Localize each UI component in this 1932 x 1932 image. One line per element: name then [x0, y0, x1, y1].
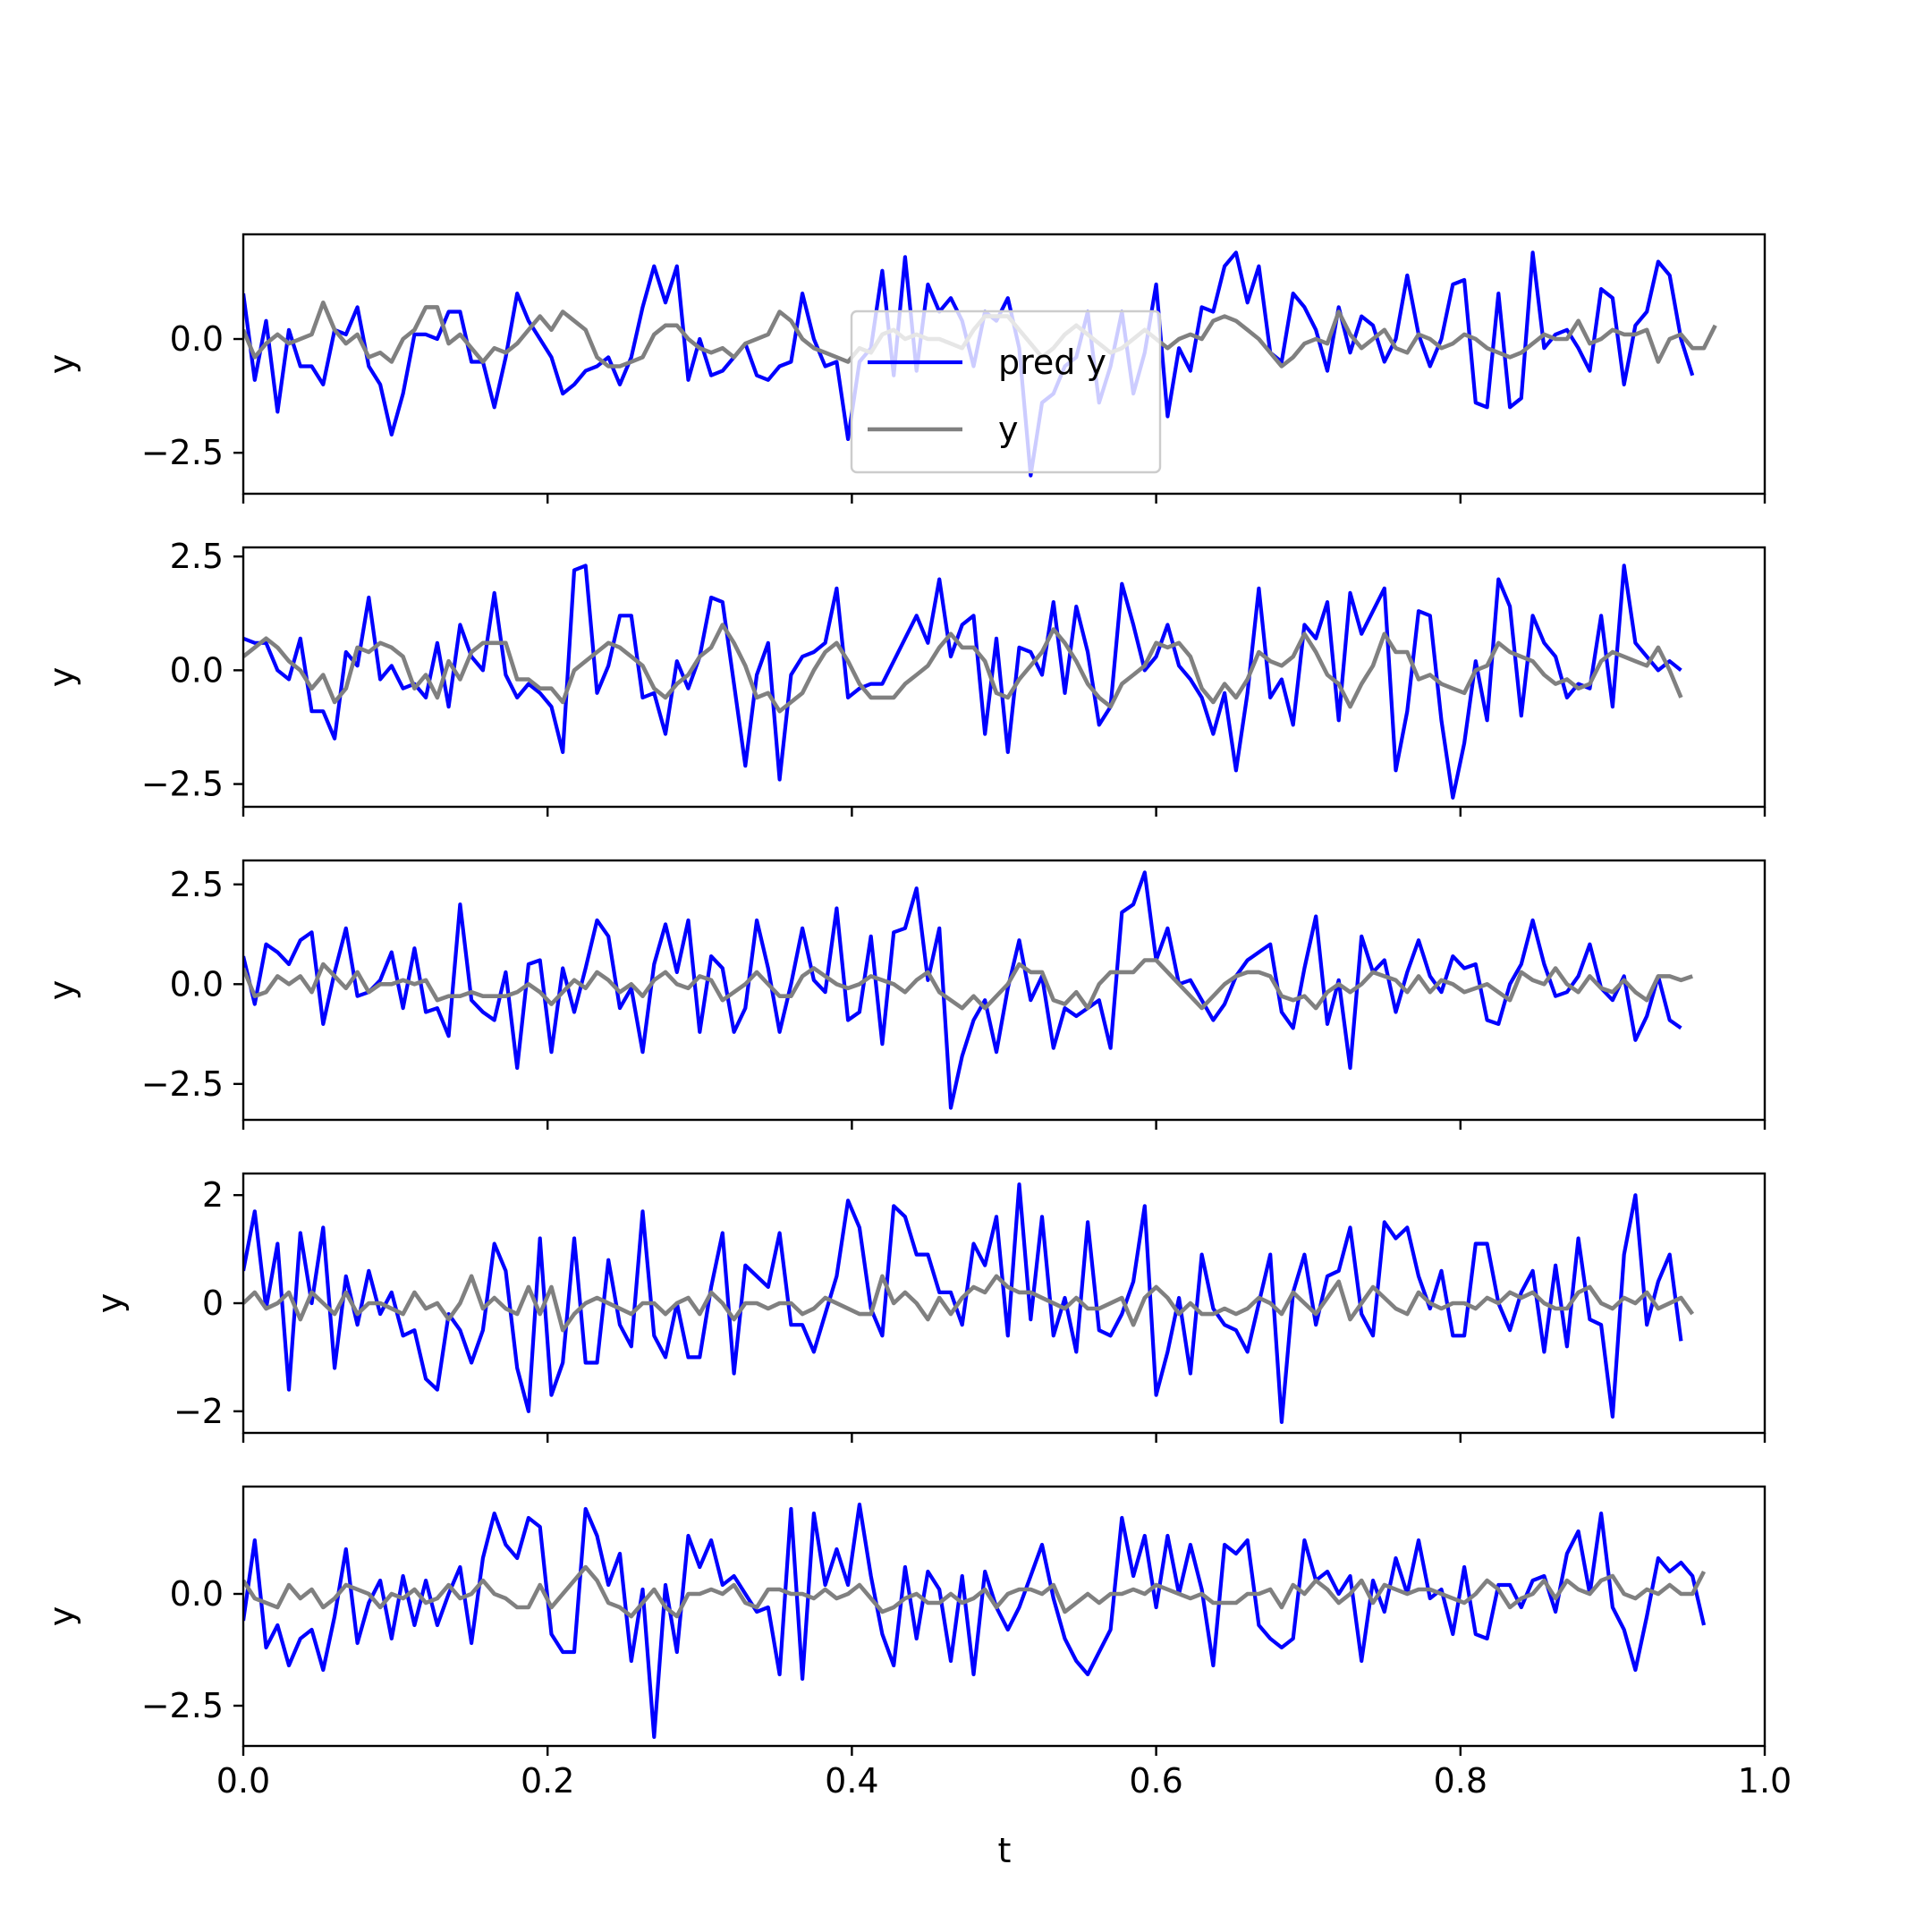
y-tick-label: 2.5: [170, 537, 224, 576]
series-line-pred-y: [243, 870, 1682, 1110]
subplot-4: −2 0 2 y: [90, 1172, 1767, 1443]
axes-frame: [242, 233, 1767, 496]
legend-box: [850, 309, 1162, 474]
y-tick-label: −2: [174, 1392, 224, 1431]
x-tick-label: 0.6: [1129, 1761, 1182, 1801]
subplots: −2.5 0.0 y −2.5 0.0 2.5 y −2.5 0.0 2.5 y −2 0 2 y −2.5 0…: [42, 233, 1792, 1801]
y-axis-label: y: [90, 1293, 130, 1314]
y-tick-label: 0.0: [170, 1574, 224, 1614]
y-axis-label: y: [42, 667, 81, 688]
y-tick-label: 0.0: [170, 650, 224, 690]
y-tick-label: 0: [202, 1284, 224, 1323]
y-tick-label: −2.5: [141, 765, 224, 804]
series-line-y: [243, 1564, 1707, 1619]
y-axis-label: y: [42, 1606, 81, 1627]
series-line-y: [243, 958, 1693, 1011]
legend-label-y: y: [998, 410, 1019, 449]
axes-frame: [242, 546, 1767, 809]
series-line-pred-y: [243, 1502, 1707, 1740]
series-line-pred-y: [243, 564, 1682, 800]
legend-label-pred-y: pred y: [998, 343, 1106, 382]
y-tick-label: −2.5: [141, 1064, 224, 1104]
subplot-3: −2.5 0.0 2.5 y: [42, 859, 1767, 1130]
x-tick-label: 1.0: [1738, 1761, 1792, 1801]
subplot-5: −2.5 0.0 y 0.0 0.2 0.4 0.6 0.8 1.0: [42, 1485, 1792, 1801]
x-tick-label: 0.0: [216, 1761, 270, 1801]
axes-frame: [242, 1485, 1767, 1748]
x-tick-label: 0.2: [521, 1761, 574, 1801]
x-axis-label: t: [998, 1831, 1012, 1870]
y-tick-label: −2.5: [141, 433, 224, 472]
series-line-pred-y: [243, 1182, 1683, 1425]
y-tick-label: −2.5: [141, 1686, 224, 1725]
y-tick-label: 0.0: [170, 964, 224, 1004]
y-axis-label: y: [42, 354, 81, 375]
subplot-2: −2.5 0.0 2.5 y: [42, 537, 1767, 817]
y-tick-label: 2: [202, 1175, 224, 1215]
axes-frame: [242, 859, 1767, 1122]
y-tick-label: 2.5: [170, 865, 224, 904]
legend: pred y y: [850, 309, 1162, 474]
y-axis-label: y: [42, 980, 81, 1001]
series-line-y: [243, 1274, 1695, 1333]
series-line-y: [243, 623, 1683, 714]
x-tick-label: 0.4: [825, 1761, 878, 1801]
x-tick-label: 0.8: [1434, 1761, 1487, 1801]
y-tick-label: 0.0: [170, 319, 224, 359]
